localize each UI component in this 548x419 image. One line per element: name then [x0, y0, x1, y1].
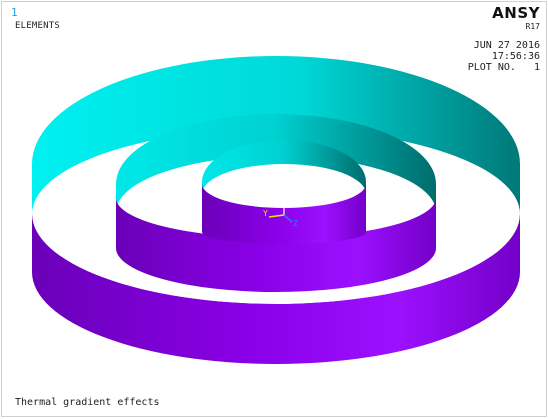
- release-label: R17: [525, 22, 540, 31]
- window-number: 1: [11, 6, 18, 19]
- outer-ring-front-fill: [32, 214, 520, 362]
- plot-time: 17:56:36: [491, 51, 540, 62]
- plot-caption: Thermal gradient effects: [15, 397, 160, 408]
- middle-ring-inner-surface: [116, 114, 436, 212]
- ansys-logo-text: ANSY: [492, 4, 540, 22]
- middle-ring-outer-surface: [116, 198, 436, 292]
- plot-type-label: ELEMENTS: [15, 21, 60, 31]
- inner-ring-inner-surface: [202, 140, 366, 194]
- outer-ring-inner-surface: [32, 56, 520, 214]
- triad-y-label: Y: [263, 209, 268, 218]
- plot-number: PLOT NO. 1: [467, 62, 540, 73]
- triad-z-label: Z: [293, 219, 298, 228]
- triad-x-label: X: [286, 191, 291, 200]
- coordinate-triad: X Y Z: [263, 191, 298, 228]
- plot-date: JUN 27 2016: [473, 40, 540, 51]
- plot-info: JUN 27 2016 17:56:36 PLOT NO. 1: [468, 40, 540, 73]
